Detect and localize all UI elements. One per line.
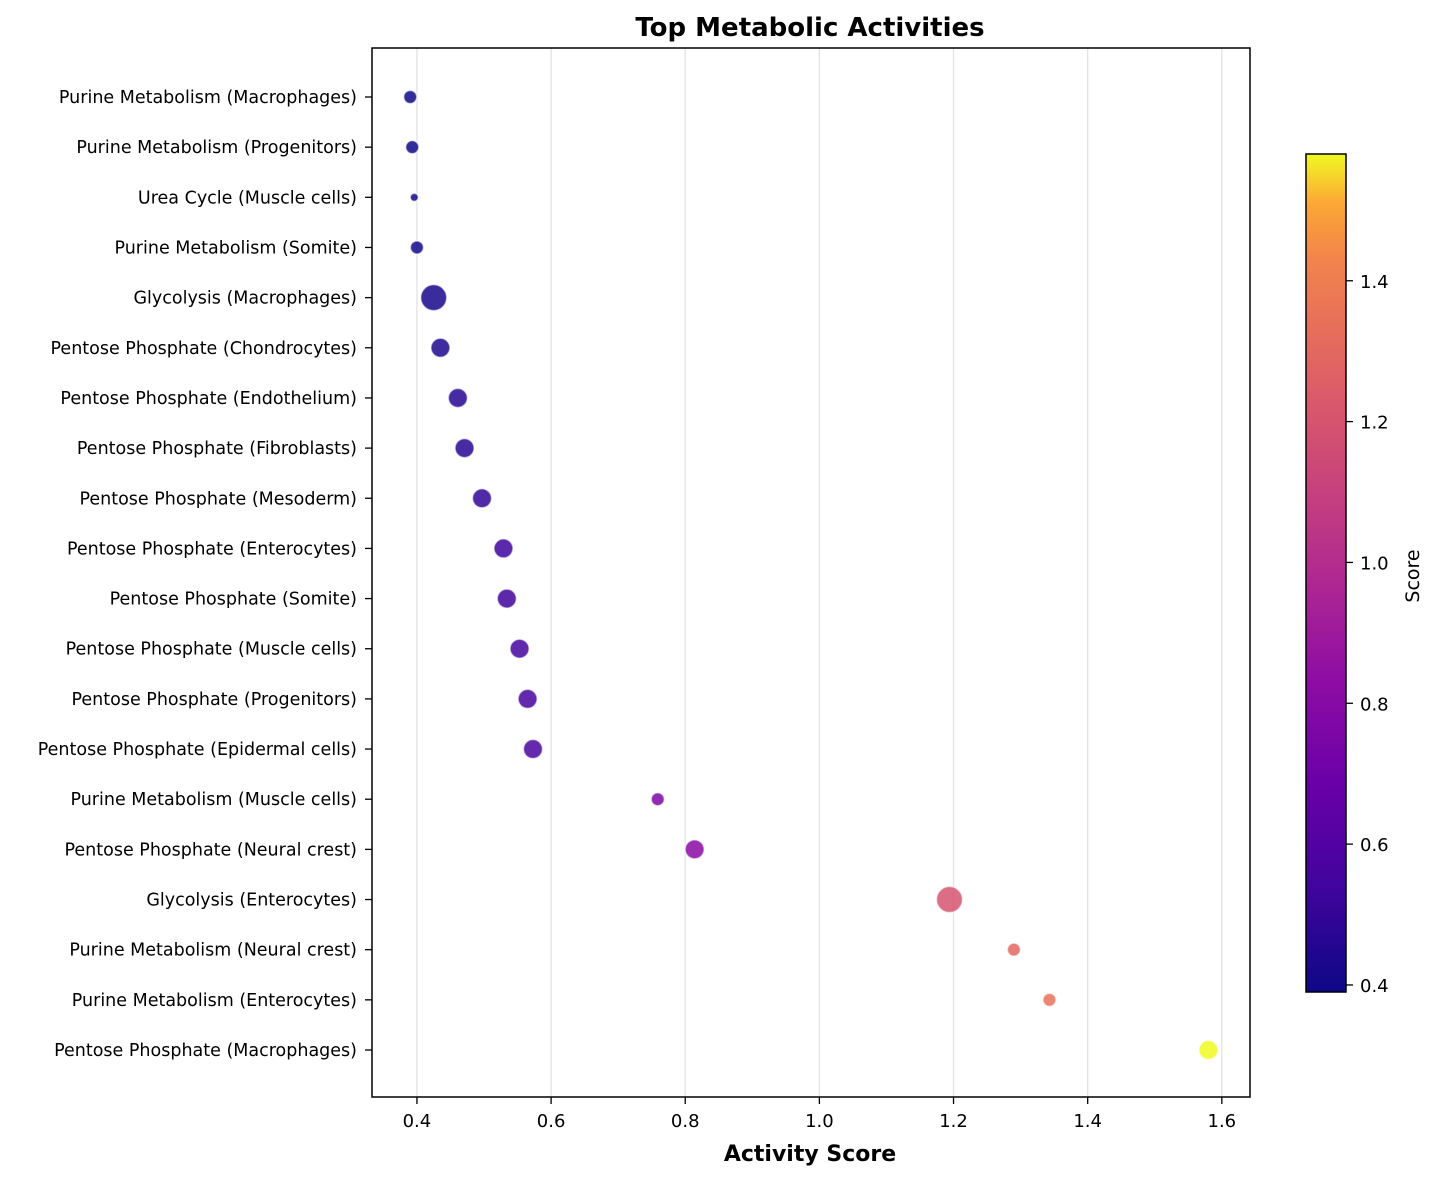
y-tick-label: Purine Metabolism (Neural crest) (69, 941, 357, 961)
x-tick-label: 0.6 (537, 1111, 566, 1132)
colorbar-label: Score (1402, 549, 1424, 602)
colorbar-tick-label: 0.4 (1360, 976, 1389, 997)
colorbar-gradient (1305, 153, 1347, 993)
data-point (430, 337, 451, 359)
x-tick-label: 0.4 (403, 1111, 432, 1132)
data-point (409, 240, 425, 255)
data-point (454, 437, 475, 459)
data-point (1198, 1039, 1219, 1061)
data-points (402, 89, 1219, 1061)
y-tick-label: Pentose Phosphate (Chondrocytes) (51, 339, 358, 359)
data-point (493, 538, 514, 559)
y-tick-label: Purine Metabolism (Muscle cells) (70, 790, 357, 810)
colorbar-tick-label: 1.0 (1360, 553, 1389, 574)
y-tick-label: Pentose Phosphate (Neural crest) (64, 840, 357, 860)
y-tick-label: Pentose Phosphate (Fibroblasts) (77, 439, 357, 459)
y-tick-label: Purine Metabolism (Somite) (114, 238, 357, 258)
y-tick-label: Pentose Phosphate (Epidermal cells) (38, 740, 357, 760)
data-point (1006, 942, 1022, 957)
axes: 0.4 0.6 0.8 1.0 1.2 1.4 1.6 Purine Metabolism (… (38, 88, 1236, 1132)
data-point (419, 283, 448, 312)
colorbar-tick-label: 1.4 (1360, 272, 1389, 293)
y-tick-label: Pentose Phosphate (Endothelium) (60, 389, 357, 409)
data-point (409, 192, 420, 203)
grid-lines (416, 48, 1223, 1097)
y-tick-label: Pentose Phosphate (Muscle cells) (66, 640, 357, 660)
x-axis-label: Activity Score (724, 1142, 896, 1167)
data-point (650, 791, 665, 807)
data-point (1042, 992, 1057, 1008)
y-tick-label: Purine Metabolism (Macrophages) (59, 88, 357, 108)
data-point (471, 488, 493, 509)
y-tick-label: Pentose Phosphate (Somite) (110, 590, 357, 610)
y-tick-label: Purine Metabolism (Progenitors) (76, 138, 357, 158)
data-point (404, 139, 420, 155)
chart-title: Top Metabolic Activities (635, 13, 984, 43)
colorbar: 0.4 0.6 0.8 1.0 1.2 1.4 Score (1305, 153, 1424, 997)
y-tick-label: Glycolysis (Enterocytes) (146, 891, 357, 911)
y-tick-label: Pentose Phosphate (Mesoderm) (79, 489, 357, 509)
x-tick-label: 1.2 (939, 1111, 968, 1132)
colorbar-tick-label: 0.8 (1360, 694, 1389, 715)
colorbar-tick-label: 0.6 (1360, 835, 1389, 856)
data-point (935, 885, 964, 914)
x-tick-label: 1.6 (1208, 1111, 1237, 1132)
x-tick-label: 1.0 (805, 1111, 834, 1132)
data-point (522, 738, 544, 760)
data-point (684, 839, 705, 860)
colorbar-tick-label: 1.2 (1360, 413, 1389, 434)
x-tick-label: 0.8 (671, 1111, 700, 1132)
y-tick-label: Pentose Phosphate (Macrophages) (54, 1041, 357, 1061)
y-tick-label: Pentose Phosphate (Enterocytes) (67, 539, 357, 559)
data-point (402, 89, 418, 105)
data-point (496, 588, 518, 609)
plot-frame (371, 47, 1251, 1098)
y-tick-label: Purine Metabolism (Enterocytes) (72, 991, 357, 1011)
y-tick-label: Pentose Phosphate (Progenitors) (71, 690, 357, 710)
data-point (447, 387, 469, 409)
x-tick-label: 1.4 (1073, 1111, 1102, 1132)
y-tick-label: Urea Cycle (Muscle cells) (138, 188, 357, 208)
colorbar-ticks: 0.4 0.6 0.8 1.0 1.2 1.4 (1346, 272, 1389, 997)
data-point (509, 638, 530, 659)
data-point (517, 688, 538, 710)
y-tick-label: Glycolysis (Macrophages) (133, 289, 357, 309)
